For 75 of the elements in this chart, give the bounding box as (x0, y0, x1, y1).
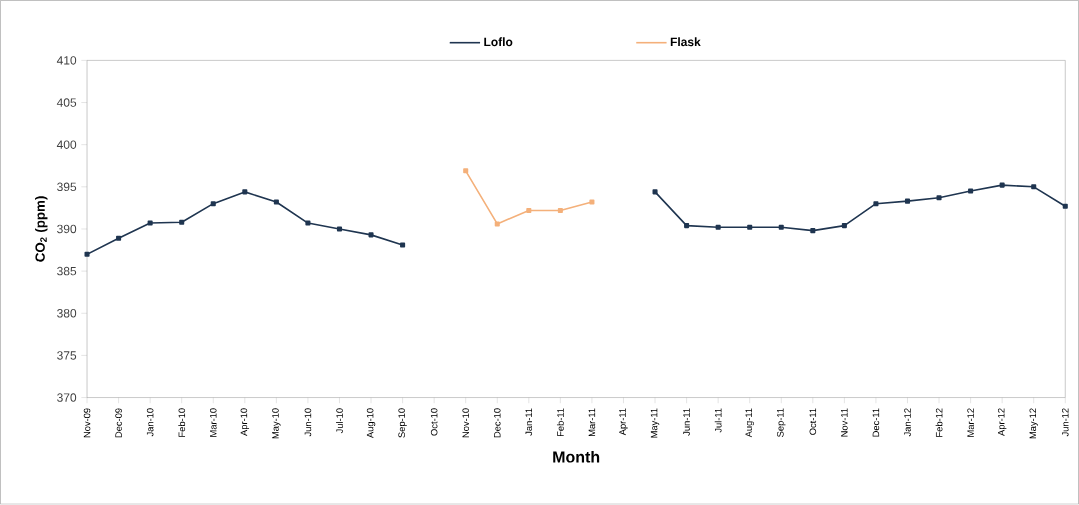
y-tick-label: 405 (56, 98, 77, 107)
y-tick-label: 400 (56, 140, 77, 150)
point (810, 228, 816, 234)
y-tick-label: 385 (57, 267, 77, 276)
point (400, 242, 406, 248)
x-tick-label: Aug-11 (745, 408, 754, 438)
x-tick-label: Feb-12 (935, 408, 943, 437)
x-axis-title: Month (553, 451, 600, 463)
point (841, 223, 847, 229)
y-tick-label: 390 (57, 224, 77, 234)
x-tick-label: Nov-09 (83, 408, 91, 438)
point (210, 201, 216, 207)
legend-label: Loflo (484, 37, 513, 47)
legend-label: Flask (670, 37, 701, 47)
y-tick-label: 370 (57, 393, 77, 403)
point (652, 189, 658, 195)
x-tick-label: Sep-10 (398, 408, 407, 438)
x-tick-label: Jan-12 (904, 408, 911, 437)
point (273, 199, 279, 205)
point (147, 220, 153, 226)
point (526, 208, 532, 214)
point (1062, 203, 1068, 209)
point (242, 189, 248, 195)
point (873, 201, 879, 207)
y-tick-label: 380 (57, 309, 77, 318)
x-tick-label: Nov-10 (462, 408, 469, 438)
x-tick-label: Oct-11 (809, 408, 817, 436)
x-tick-label: Mar-11 (588, 408, 596, 437)
x-tick-label: Jun-10 (304, 408, 312, 437)
x-tick-label: Dec-11 (872, 408, 880, 437)
x-tick-label: Sep-11 (777, 408, 786, 438)
x-tick-label: May-11 (650, 408, 660, 438)
point (589, 199, 595, 205)
x-tick-label: Apr-10 (240, 408, 250, 437)
x-tick-label: Jan-11 (525, 408, 533, 436)
point (557, 208, 563, 214)
point (715, 224, 721, 231)
point (684, 223, 690, 229)
point (968, 188, 974, 194)
point (305, 220, 311, 226)
point (494, 221, 500, 227)
y-axis-title: CO$_{2}$ (ppm) (35, 196, 48, 262)
point (179, 219, 185, 225)
x-tick-label: Nov-11 (841, 408, 848, 437)
x-tick-label: Jun-11 (683, 408, 690, 436)
y-tick-label: 375 (57, 351, 77, 360)
point (368, 232, 374, 238)
x-tick-label: May-12 (1029, 408, 1038, 439)
x-tick-label: Dec-10 (493, 408, 501, 438)
x-tick-label: Mar-10 (209, 408, 217, 437)
point (936, 195, 942, 201)
x-tick-label: Dec-09 (115, 408, 122, 438)
y-tick-label: 395 (57, 182, 77, 192)
y-tick-label: 410 (56, 56, 77, 65)
point (116, 235, 122, 241)
x-tick-label: Feb-11 (556, 408, 564, 437)
x-tick-label: Mar-12 (967, 408, 974, 437)
point (1031, 184, 1037, 190)
point (747, 224, 753, 231)
x-tick-label: Oct-10 (430, 408, 438, 436)
point (84, 251, 90, 257)
point (904, 198, 911, 204)
x-tick-label: Jul-10 (336, 408, 343, 434)
point (999, 182, 1005, 188)
x-tick-label: Jun-12 (1061, 408, 1069, 437)
x-tick-label: Apr-12 (997, 408, 1007, 437)
point (336, 226, 343, 232)
x-tick-label: May-10 (272, 408, 281, 439)
point (778, 224, 784, 231)
x-tick-label: Aug-10 (366, 408, 376, 439)
x-tick-label: Jul-11 (714, 408, 722, 433)
x-tick-label: Feb-10 (178, 408, 186, 437)
x-tick-label: Jan-10 (146, 408, 154, 437)
x-tick-label: Apr-11 (619, 408, 628, 436)
point (463, 168, 469, 174)
